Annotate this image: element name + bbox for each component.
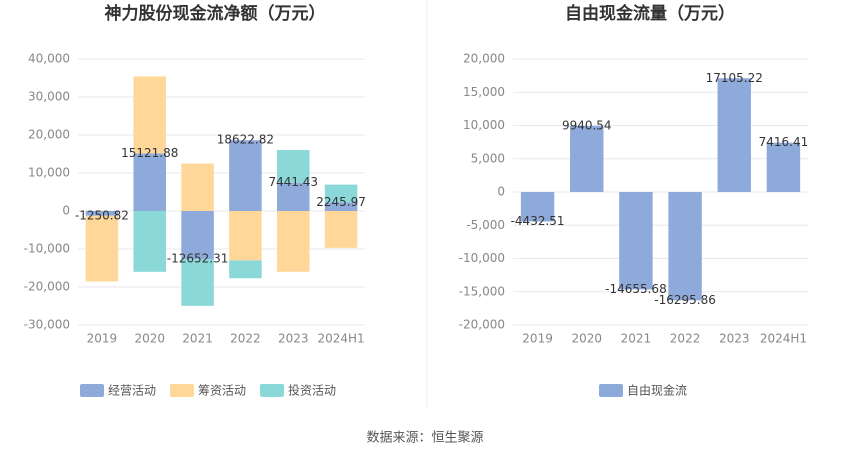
x-tick-label: 2019: [87, 332, 118, 346]
source: 数据来源：恒生聚源: [366, 431, 483, 446]
data-label: -4432.51: [511, 214, 565, 228]
y-tick-label: 40,000: [28, 52, 70, 66]
data-label: -12652.31: [167, 252, 229, 266]
data-label: 15121.88: [121, 146, 178, 160]
y-tick-label: 20,000: [28, 128, 70, 142]
data-label: -14655.68: [605, 282, 667, 296]
legend-label: 筹资活动: [198, 384, 246, 398]
bar: [324, 202, 358, 211]
bar: [181, 163, 214, 211]
bar: [229, 260, 262, 279]
y-tick-label: 20,000: [463, 52, 505, 66]
bar: [276, 150, 310, 183]
y-tick-label: -10,000: [24, 242, 70, 256]
data-label: 7416.41: [759, 135, 809, 149]
y-tick-label: -20,000: [459, 318, 505, 332]
data-label: 2245.97: [316, 195, 366, 209]
bar: [520, 192, 555, 222]
x-tick-label: 2020: [571, 332, 602, 346]
y-tick-label: -10,000: [459, 251, 505, 265]
legend-label: 经营活动: [108, 384, 156, 398]
bar: [619, 192, 653, 290]
legend-swatch: [260, 384, 284, 397]
bar: [133, 153, 167, 211]
bar: [668, 192, 702, 301]
chart-title: 神力股份现金流净额（万元）: [105, 3, 326, 24]
x-tick-label: 2022: [670, 332, 701, 346]
y-tick-label: 30,000: [28, 90, 70, 104]
bar: [229, 140, 262, 211]
y-tick-label: -5,000: [466, 218, 505, 232]
data-label: 18622.82: [217, 133, 274, 147]
x-tick-label: 2019: [522, 332, 553, 346]
x-tick-label: 2023: [278, 332, 309, 346]
chart-title: 自由现金流量（万元）: [565, 3, 735, 24]
y-tick-label: -20,000: [24, 280, 70, 294]
bar: [717, 78, 751, 192]
data-label: 9940.54: [562, 118, 612, 132]
x-tick-label: 2024H1: [317, 332, 364, 346]
y-tick-label: 10,000: [463, 118, 505, 132]
bar: [85, 215, 119, 282]
data-label: 7441.43: [268, 175, 318, 189]
y-tick-label: 10,000: [28, 166, 70, 180]
bar: [85, 211, 119, 216]
x-tick-label: 2021: [182, 332, 213, 346]
legend-label: 投资活动: [288, 383, 336, 398]
legend-label: 自由现金流: [627, 383, 687, 398]
y-tick-label: 0: [497, 185, 505, 199]
bar: [181, 259, 214, 306]
y-tick-label: -15,000: [459, 284, 505, 298]
x-tick-label: 2023: [719, 332, 750, 346]
x-tick-label: 2020: [134, 332, 165, 346]
bar: [324, 184, 358, 203]
bar: [133, 211, 167, 272]
data-label: -16295.86: [654, 293, 716, 307]
bar: [181, 211, 214, 260]
bar: [324, 211, 358, 248]
bar: [570, 125, 604, 192]
y-tick-label: -30,000: [24, 318, 70, 332]
data-label: -1250.82: [75, 208, 129, 222]
legend-swatch: [170, 384, 194, 397]
x-tick-label: 2021: [621, 332, 652, 346]
y-tick-label: 0: [62, 204, 70, 218]
legend-swatch: [80, 384, 104, 397]
bar: [133, 76, 167, 154]
y-tick-label: 15,000: [463, 85, 505, 99]
bar: [276, 211, 310, 272]
bar: [276, 182, 310, 211]
bar: [766, 142, 801, 192]
legend-swatch: [599, 384, 623, 397]
data-label: 17105.22: [706, 71, 763, 85]
bar: [229, 211, 262, 261]
x-tick-label: 2022: [230, 332, 261, 346]
x-tick-label: 2024H1: [760, 332, 807, 346]
y-tick-label: 5,000: [471, 151, 505, 165]
